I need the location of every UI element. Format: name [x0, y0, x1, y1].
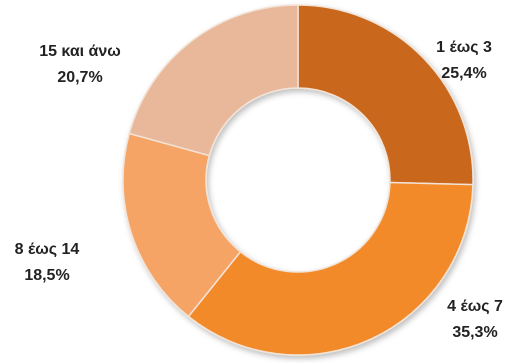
donut-slice-4 — [128, 4, 299, 157]
slice-value-label: 18,5% — [24, 267, 69, 284]
slice-label-group-3: 8 έως 14 18,5% — [15, 241, 80, 284]
slice-label-group-2: 4 έως 7 35,3% — [447, 298, 503, 341]
slice-category-label: 4 έως 7 — [447, 298, 503, 315]
slice-category-label: 15 και άνω — [39, 43, 121, 60]
slice-label-group-1: 1 έως 3 25,4% — [436, 39, 492, 82]
slice-category-label: 1 έως 3 — [436, 39, 492, 56]
slice-value-label: 35,3% — [452, 324, 497, 341]
donut-slices — [122, 4, 474, 356]
slice-label-group-4: 15 και άνω 20,7% — [39, 43, 121, 86]
slice-value-label: 20,7% — [57, 69, 102, 86]
donut-slice-1 — [297, 4, 474, 186]
slice-value-label: 25,4% — [441, 65, 486, 82]
donut-slice-2 — [187, 181, 474, 356]
slice-category-label: 8 έως 14 — [15, 241, 80, 258]
donut-slice-3 — [122, 132, 242, 318]
